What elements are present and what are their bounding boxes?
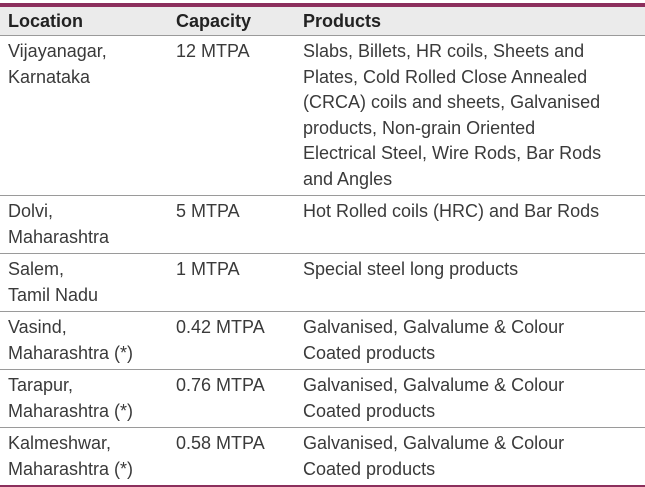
cell-line: Karnataka	[8, 66, 91, 87]
table-cell: Vasind, Maharashtra (*)	[0, 312, 168, 370]
cell-line: (CRCA) coils and sheets, Galvanised	[303, 92, 601, 112]
cell-line: Coated products	[303, 342, 436, 363]
table-cell: 0.58 MTPA	[168, 428, 295, 487]
cell-line: Galvanised, Galvalume & Colour	[303, 375, 565, 395]
cell-line: 12 MTPA	[176, 41, 250, 61]
cell-line: Maharashtra	[8, 226, 110, 247]
cell-line: Vasind,	[8, 317, 67, 337]
cell-line: products, Non-grain Oriented	[303, 117, 536, 138]
cell-line: and Angles	[303, 168, 393, 189]
table-cell: Galvanised, Galvalume & Colour Coated pro…	[295, 370, 645, 428]
table-row: Kalmeshwar, Maharashtra (*) 0.58 MTPA Galva…	[0, 427, 645, 487]
cell-line: Galvanised, Galvalume & Colour	[303, 317, 565, 337]
table-cell: Hot Rolled coils (HRC) and Bar Rods	[295, 196, 645, 254]
header-row: Location Capacity Products	[0, 5, 645, 36]
cell-line: 5 MTPA	[176, 201, 240, 221]
table-cell: 5 MTPA	[168, 196, 295, 254]
cell-line: Plates, Cold Rolled Close Annealed	[303, 66, 588, 87]
cell-line: 0.42 MTPA	[176, 317, 265, 337]
cell-line: Maharashtra (*)	[8, 342, 134, 363]
column-header: Products	[303, 10, 382, 31]
table-row: Vasind, Maharashtra (*) 0.42 MTPA Galvanise…	[0, 311, 645, 370]
table-cell: Special steel long products	[295, 254, 645, 312]
cell-line: Electrical Steel, Wire Rods, Bar Rods	[303, 143, 602, 163]
cell-line: Special steel long products	[303, 259, 519, 279]
table-cell: Dolvi, Maharashtra	[0, 196, 168, 254]
cell-line: Galvanised, Galvalume & Colour	[303, 433, 565, 453]
cell-line: Kalmeshwar,	[8, 433, 112, 453]
cell-line: 1 MTPA	[176, 259, 240, 279]
table-cell: Vijayanagar, Karnataka	[0, 36, 168, 196]
cell-line: Tarapur,	[8, 375, 74, 395]
cell-line: Dolvi,	[8, 201, 54, 221]
cell-line: Maharashtra (*)	[8, 458, 134, 479]
cell-line: Slabs, Billets, HR coils, Sheets and	[303, 41, 585, 61]
cell-line: 0.76 MTPA	[176, 375, 265, 395]
cell-line: Hot Rolled coils (HRC) and Bar Rods	[303, 201, 600, 221]
cell-line: Coated products	[303, 458, 436, 479]
table-cell: Kalmeshwar, Maharashtra (*)	[0, 428, 168, 487]
table-cell: Galvanised, Galvalume & Colour Coated pro…	[295, 312, 645, 370]
table-body: Vijayanagar, Karnataka 12 MTPA Slabs, Bille…	[0, 35, 645, 487]
table-row: Dolvi, Maharashtra 5 MTPA Hot Rolled coils …	[0, 195, 645, 254]
table-cell: 0.76 MTPA	[168, 370, 295, 428]
cell-line: Tamil Nadu	[8, 284, 99, 305]
capacity-table: Location Capacity Products Vijayanagar, Kar…	[0, 3, 645, 487]
table-cell: Galvanised, Galvalume & Colour Coated pro…	[295, 428, 645, 487]
table-cell: Salem, Tamil Nadu	[0, 254, 168, 312]
table-cell: 1 MTPA	[168, 254, 295, 312]
cell-line: Coated products	[303, 400, 436, 421]
table-cell: 0.42 MTPA	[168, 312, 295, 370]
column-header: Capacity	[176, 10, 252, 31]
cell-line: Maharashtra (*)	[8, 400, 134, 421]
column-header: Location	[8, 10, 83, 31]
table-row: Salem, Tamil Nadu 1 MTPA Special steel long…	[0, 253, 645, 312]
cell-line: 0.58 MTPA	[176, 433, 265, 453]
table-cell: 12 MTPA	[168, 36, 295, 196]
table-row: Vijayanagar, Karnataka 12 MTPA Slabs, Bille…	[0, 35, 645, 196]
cell-line: Vijayanagar,	[8, 41, 107, 61]
table-cell: Tarapur, Maharashtra (*)	[0, 370, 168, 428]
table-row: Tarapur, Maharashtra (*) 0.76 MTPA Galvanis…	[0, 369, 645, 428]
cell-line: Salem,	[8, 259, 65, 279]
table-cell: Slabs, Billets, HR coils, Sheets and Plat…	[295, 36, 645, 196]
